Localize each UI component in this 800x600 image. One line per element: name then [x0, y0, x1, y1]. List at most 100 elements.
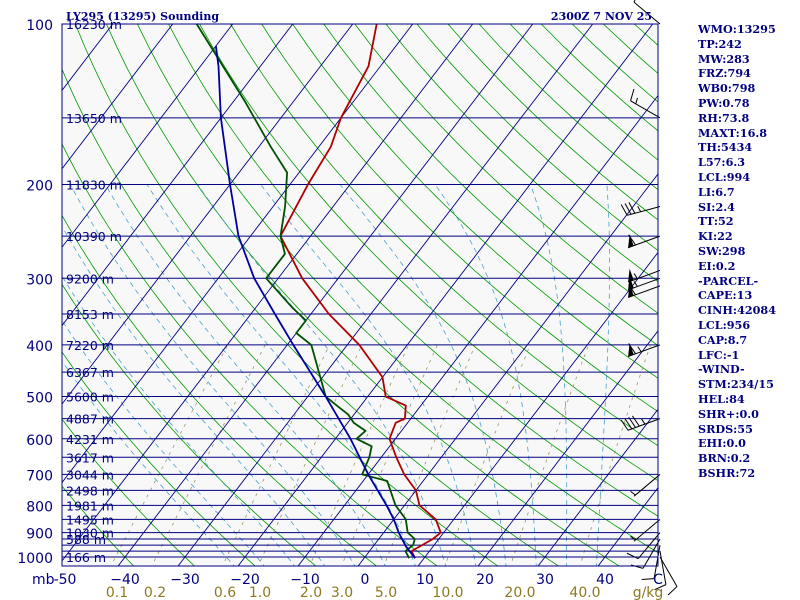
- temperature-tick-label: 10: [416, 572, 434, 588]
- parameter-item: TH:5434: [698, 140, 753, 155]
- plot-frame: [61, 23, 659, 567]
- moist-adiabat: [260, 184, 477, 566]
- mixing-ratio-line: [222, 344, 331, 566]
- height-label: 6367 m: [66, 365, 114, 380]
- parameter-item: HEL:84: [698, 391, 745, 406]
- dewpoint-curve: [195, 24, 416, 559]
- parameter-item: WB0:798: [698, 81, 756, 96]
- parameter-item: PW:0.78: [698, 95, 750, 110]
- mixing-ratio-label: 10.0: [432, 585, 463, 600]
- temperature-tick-label: −20: [230, 572, 260, 588]
- parameter-item: MW:283: [698, 51, 750, 66]
- isotherm: [357, 173, 658, 566]
- pressure-tick-label: 600: [26, 433, 53, 449]
- isotherm: [62, 24, 174, 170]
- dry-adiabat: [62, 143, 438, 566]
- temperature-tick-label: −30: [170, 572, 200, 588]
- parameter-item: WMO:13295: [698, 22, 776, 36]
- mixing-ratio-label: 0.1: [106, 585, 128, 600]
- height-label: 3044 m: [66, 467, 114, 482]
- moist-adiabat: [62, 275, 296, 566]
- wind-barbs: [620, 0, 678, 596]
- moist-adiabat: [62, 225, 326, 566]
- height-label: 5600 m: [66, 390, 114, 405]
- dry-adiabat: [416, 24, 658, 251]
- isotherm: [177, 24, 594, 566]
- pressure-tick-label: 100: [26, 18, 53, 34]
- height-label: 16230 m: [66, 17, 122, 32]
- temperature-unit-label: C: [653, 572, 663, 588]
- temperature-tick-label: −40: [110, 572, 140, 588]
- parameter-item: SHR+:0.0: [698, 406, 759, 421]
- wind-barb: [626, 532, 661, 560]
- parameter-item: -PARCEL-: [698, 273, 759, 288]
- parameter-item: SI:2.4: [698, 199, 735, 214]
- wind-barb: [620, 415, 661, 431]
- height-label: 4231 m: [66, 432, 114, 447]
- temperature-tick-label: -50: [54, 572, 77, 588]
- height-label: 10390 m: [66, 229, 122, 244]
- height-label: 2498 m: [66, 483, 114, 498]
- isotherm: [297, 94, 658, 566]
- parameter-item: EI:0.2: [698, 258, 736, 273]
- pressure-tick-label: 500: [26, 391, 53, 407]
- wind-barb: [620, 202, 661, 216]
- chart-title: LY295 (13295) Sounding: [66, 10, 219, 23]
- wind-barb: [654, 551, 667, 591]
- isotherm: [477, 330, 658, 566]
- dry-adiabat: [62, 485, 135, 566]
- isotherm: [62, 24, 294, 327]
- isotherm: [537, 408, 658, 566]
- parameter-item: CINH:42084: [698, 303, 776, 318]
- parameter-item: CAPE:13: [698, 288, 753, 303]
- mixing-ratio-line: [257, 344, 363, 566]
- parameter-item: SRDS:55: [698, 421, 753, 436]
- isotherm: [62, 24, 354, 405]
- height-label: 11830 m: [66, 177, 122, 192]
- wind-barb: [630, 88, 661, 119]
- wind-barb: [630, 474, 661, 497]
- moist-adiabat: [434, 184, 537, 566]
- pressure-tick-label: 900: [26, 527, 53, 543]
- moist-adiabat: [339, 184, 507, 566]
- parameter-item: TP:242: [698, 36, 742, 51]
- dry-adiabat: [168, 24, 658, 517]
- mixing-ratio-line: [579, 344, 651, 566]
- height-label: 588 m: [66, 532, 106, 547]
- dry-adiabat: [354, 24, 658, 314]
- mixing-ratio-label: 40.0: [569, 585, 600, 600]
- pressure-tick-label: 800: [26, 499, 53, 515]
- parameter-item: SW:298: [698, 243, 746, 258]
- isotherm: [237, 24, 654, 566]
- parameter-item: KI:22: [698, 229, 733, 244]
- mixing-ratio-label: 1.0: [249, 585, 271, 600]
- parameter-item: -WIND-: [698, 362, 745, 377]
- wind-barb: [659, 556, 678, 596]
- height-label: 13650 m: [66, 111, 122, 126]
- temperature-tick-label: 30: [536, 572, 554, 588]
- wind-barb: [627, 268, 661, 283]
- dry-adiabat: [62, 68, 499, 566]
- sounding-parameters: WMO:13295 TP:242 MW:283 FRZ:794 WB0:798 PW:0.…: [698, 22, 798, 481]
- dry-adiabat: [62, 418, 195, 566]
- moist-adiabat: [62, 360, 235, 566]
- mixing-ratio-line: [110, 344, 229, 566]
- temperature-tick-label: 40: [596, 572, 614, 588]
- pressure-tick-label: 700: [26, 468, 53, 484]
- sounding-curves: [195, 24, 442, 559]
- parameter-item: LI:6.7: [698, 184, 735, 199]
- parameter-item: STM:234/15: [698, 377, 774, 392]
- wind-barb: [627, 343, 661, 357]
- moist-adiabat: [530, 184, 568, 566]
- height-label: 8153 m: [66, 307, 114, 322]
- pressure-tick-label: 400: [26, 339, 53, 355]
- parameter-item: TT:52: [698, 214, 734, 229]
- dry-adiabat: [74, 24, 560, 566]
- isotherm: [117, 24, 534, 566]
- dry-adiabat: [261, 24, 658, 413]
- wind-barb: [633, 0, 661, 25]
- mixing-ratio-line: [509, 344, 589, 566]
- height-label: 1495 m: [66, 512, 114, 527]
